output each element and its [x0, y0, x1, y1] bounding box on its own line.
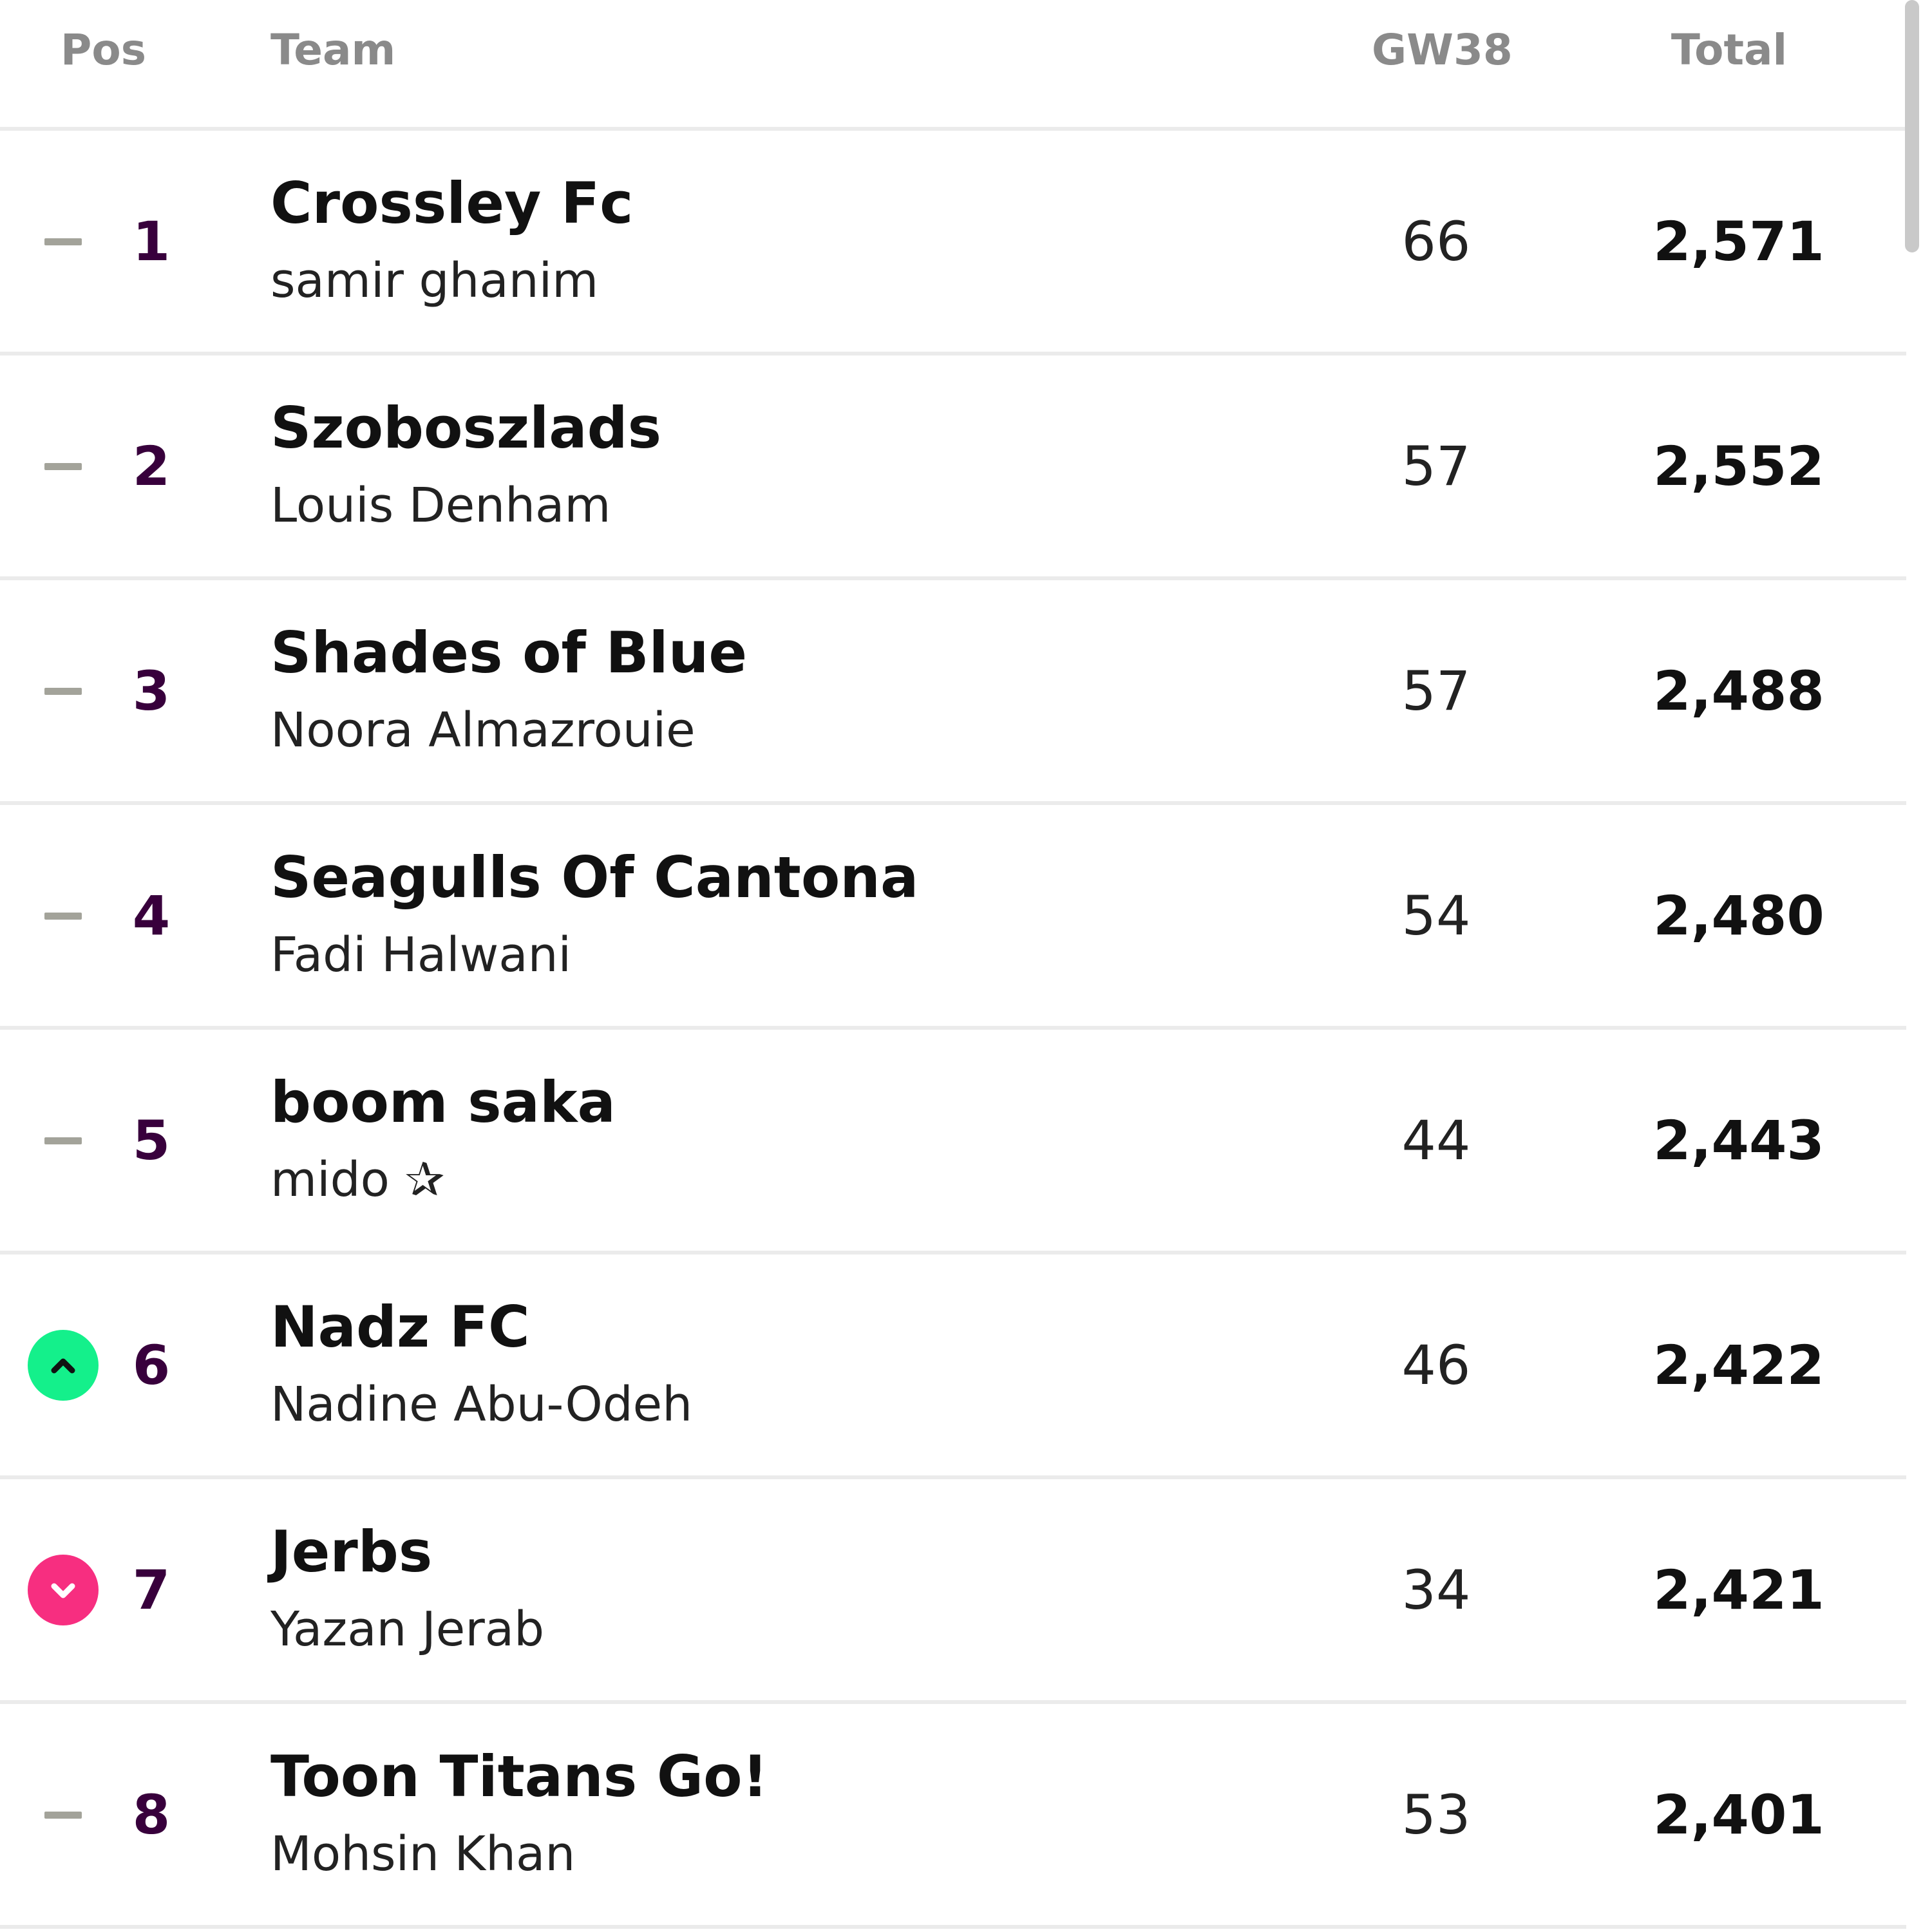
- gameweek-points: 46: [1401, 1333, 1471, 1397]
- team-name[interactable]: Szoboszlads: [270, 395, 662, 461]
- manager-name: mido ✰: [270, 1152, 445, 1208]
- table-row[interactable]: 8 Toon Titans Go! Mohsin Khan 53 2,401: [0, 1704, 1906, 1929]
- manager-name: Mohsin Khan: [270, 1826, 576, 1882]
- team-name[interactable]: Shades of Blue: [270, 620, 748, 686]
- team-name[interactable]: Nadz FC: [270, 1294, 530, 1360]
- total-points: 2,443: [1653, 1108, 1824, 1172]
- rank-number: 2: [132, 434, 171, 498]
- table-row[interactable]: 7 Jerbs Yazan Jerab 34 2,421: [0, 1479, 1906, 1704]
- dash-icon: [28, 656, 99, 726]
- manager-name: Noora Almazrouie: [270, 703, 696, 758]
- chevron-up-icon: [28, 1329, 99, 1401]
- team-name[interactable]: boom saka: [270, 1069, 616, 1135]
- manager-name: Yazan Jerab: [270, 1602, 545, 1657]
- gameweek-points: 54: [1401, 884, 1471, 947]
- rank-number: 1: [132, 209, 171, 273]
- team-name[interactable]: Jerbs: [270, 1519, 433, 1585]
- table-row[interactable]: 5 boom saka mido ✰ 44 2,443: [0, 1030, 1906, 1255]
- header-team: Team: [270, 25, 396, 75]
- table-row[interactable]: 4 Seagulls Of Cantona Fadi Halwani 54 2,480: [0, 805, 1906, 1030]
- rank-number: 6: [132, 1333, 171, 1397]
- table-row[interactable]: 1 Crossley Fc samir ghanim 66 2,571: [0, 131, 1906, 355]
- dash-icon: [28, 1105, 99, 1176]
- manager-name: Fadi Halwani: [270, 927, 572, 983]
- table-header: Pos Team GW38 Total: [0, 0, 1906, 131]
- rank-number: 3: [132, 659, 171, 723]
- rank-number: 8: [132, 1783, 171, 1846]
- total-points: 2,422: [1653, 1333, 1824, 1397]
- gameweek-points: 34: [1401, 1558, 1471, 1622]
- table-row[interactable]: 2 Szoboszlads Louis Denham 57 2,552: [0, 355, 1906, 580]
- dash-icon: [28, 1779, 99, 1850]
- gameweek-points: 44: [1401, 1108, 1471, 1172]
- gameweek-points: 57: [1401, 659, 1471, 723]
- dash-icon: [28, 431, 99, 502]
- rank-number: 5: [132, 1108, 171, 1172]
- total-points: 2,421: [1653, 1558, 1824, 1622]
- total-points: 2,480: [1653, 884, 1824, 947]
- chevron-down-icon: [28, 1554, 99, 1625]
- team-name[interactable]: Toon Titans Go!: [270, 1743, 768, 1810]
- dash-icon: [28, 880, 99, 951]
- header-pos: Pos: [61, 25, 146, 75]
- table-row[interactable]: 6 Nadz FC Nadine Abu-Odeh 46 2,422: [0, 1255, 1906, 1479]
- team-name[interactable]: Crossley Fc: [270, 170, 634, 236]
- manager-name: Louis Denham: [270, 478, 611, 533]
- gameweek-points: 53: [1401, 1783, 1471, 1846]
- total-points: 2,552: [1653, 434, 1824, 498]
- total-points: 2,488: [1653, 659, 1824, 723]
- rank-number: 7: [132, 1558, 171, 1622]
- total-points: 2,571: [1653, 209, 1824, 273]
- manager-name: Nadine Abu-Odeh: [270, 1377, 693, 1432]
- rank-number: 4: [132, 884, 171, 947]
- manager-name: samir ghanim: [270, 253, 599, 308]
- gameweek-points: 57: [1401, 434, 1471, 498]
- team-name[interactable]: Seagulls Of Cantona: [270, 844, 919, 911]
- gameweek-points: 66: [1401, 209, 1471, 273]
- scrollbar[interactable]: [1905, 0, 1919, 252]
- header-total[interactable]: Total: [1671, 25, 1788, 75]
- header-gameweek[interactable]: GW38: [1372, 25, 1513, 75]
- total-points: 2,401: [1653, 1783, 1824, 1846]
- table-body: 1 Crossley Fc samir ghanim 66 2,571 2 Szoboszl…: [0, 131, 1906, 1929]
- dash-icon: [28, 206, 99, 277]
- table-row[interactable]: 3 Shades of Blue Noora Almazrouie 57 2,488: [0, 580, 1906, 805]
